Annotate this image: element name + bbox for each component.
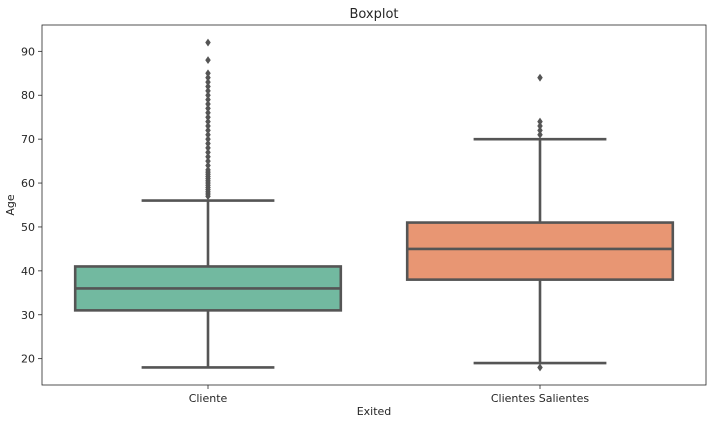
outlier-point-series-2-5 [537,117,543,126]
x-tick-label-series-1: Cliente [189,392,228,405]
outlier-point-series-1-25 [205,113,211,122]
y-tick-label-90: 90 [21,45,35,58]
outlier-point-series-1-36 [205,56,211,65]
y-tick-label-30: 30 [21,309,35,322]
outlier-point-series-1-37 [205,38,211,47]
x-tick-label-series-2: Clientes Salientes [491,392,589,405]
outlier-point-series-1-26 [205,108,211,117]
outlier-point-series-1-20 [205,135,211,144]
y-tick-label-70: 70 [21,133,35,146]
outlier-point-series-1-22 [205,126,211,135]
outlier-point-series-2-6 [537,73,543,82]
x-axis-label: Exited [357,405,392,418]
outlier-point-series-1-18 [205,144,211,152]
y-tick-label-80: 80 [21,89,35,102]
y-tick-label-60: 60 [21,177,35,190]
outlier-point-series-2-3 [537,126,543,135]
y-axis-label: Age [4,194,17,216]
outlier-point-series-1-14 [205,161,211,170]
outlier-point-series-1-24 [205,117,211,126]
outlier-point-series-2-4 [537,122,543,130]
outlier-point-series-1-34 [205,73,211,82]
plot-frame [41,24,707,386]
y-tick-label-50: 50 [21,221,35,234]
outlier-point-series-1-33 [205,78,211,86]
outlier-point-series-1-15 [205,157,211,166]
chart-title: Boxplot [349,7,398,22]
outlier-point-series-1-27 [205,104,211,113]
y-tick-label-40: 40 [21,265,35,278]
outlier-point-series-1-31 [205,86,211,95]
outlier-point-series-1-35 [205,69,211,78]
outlier-point-series-1-32 [205,82,211,91]
y-tick-label-20: 20 [21,353,35,366]
outlier-point-series-1-19 [205,139,211,148]
outlier-point-series-1-23 [205,122,211,130]
outlier-point-series-1-13 [205,165,211,174]
outlier-point-series-1-29 [205,95,211,104]
outlier-point-series-1-30 [205,91,211,100]
outlier-point-series-1-17 [205,148,211,157]
outlier-point-series-1-21 [205,130,211,139]
outlier-point-series-2-2 [537,130,543,139]
box-group-series-1 [73,38,343,369]
outlier-point-series-2-1 [537,363,543,372]
box-series-2 [405,221,675,281]
box-group-series-2 [405,73,675,372]
outlier-point-series-1-28 [205,100,211,108]
outlier-point-series-1-16 [205,152,211,161]
